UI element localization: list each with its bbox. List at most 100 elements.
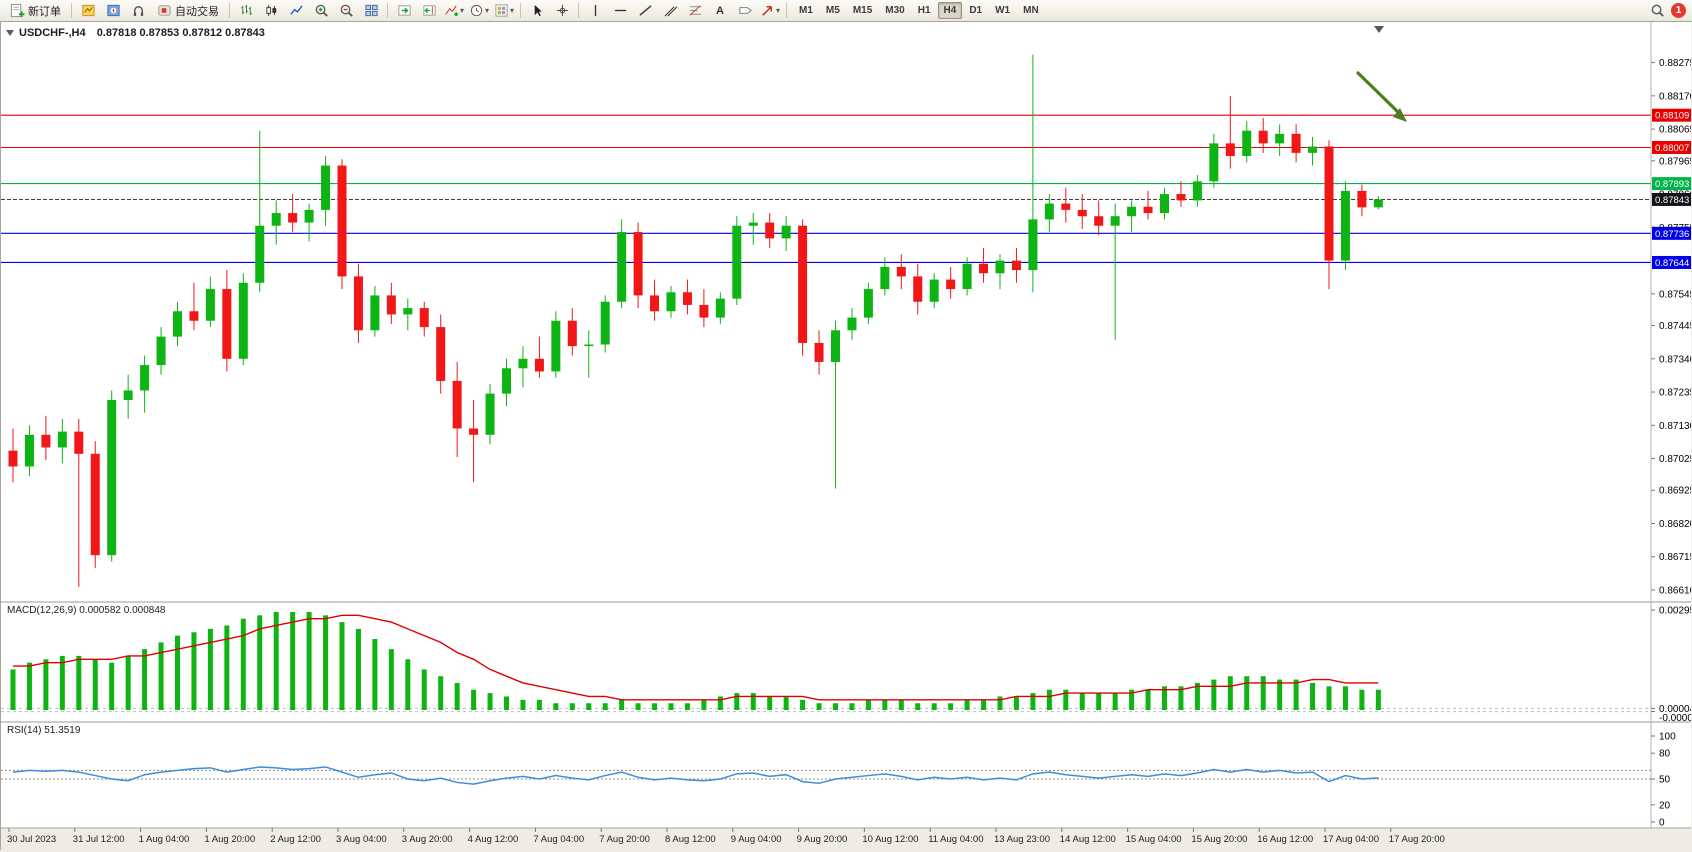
svg-text:0.87843: 0.87843 xyxy=(1655,195,1689,206)
trendline-button[interactable] xyxy=(633,0,657,21)
timeframe-D1[interactable]: D1 xyxy=(969,5,983,16)
timeframe-MN[interactable]: MN xyxy=(1023,5,1039,16)
auto-scroll-icon xyxy=(397,5,411,16)
svg-text:50: 50 xyxy=(1659,775,1671,786)
svg-text:0.87736: 0.87736 xyxy=(1655,229,1689,240)
toolbar-separator xyxy=(578,3,579,18)
svg-text:9 Aug 20:00: 9 Aug 20:00 xyxy=(797,834,848,845)
candlestick-chart-button[interactable] xyxy=(259,0,283,21)
toolbar-separator xyxy=(520,3,521,18)
line-chart-icon xyxy=(289,5,303,15)
market-watch-button[interactable] xyxy=(76,0,100,21)
timeframe-H1[interactable]: H1 xyxy=(917,5,931,16)
zoom-in-button[interactable] xyxy=(309,0,333,21)
text-tool-button[interactable]: A xyxy=(708,0,732,21)
timeframe-H4[interactable]: H4 xyxy=(937,2,963,19)
bar-chart-button[interactable] xyxy=(234,0,258,21)
svg-text:0.88065: 0.88065 xyxy=(1659,125,1691,136)
horizontal-line-icon xyxy=(614,9,626,12)
svg-text:0.87644: 0.87644 xyxy=(1655,258,1689,269)
crosshair-icon xyxy=(556,4,568,17)
toolbar-separator xyxy=(229,3,230,18)
macd-signal-line xyxy=(13,614,1379,701)
candlestick-chart-icon xyxy=(265,4,276,17)
svg-text:0.88007: 0.88007 xyxy=(1655,143,1689,154)
crosshair-button[interactable] xyxy=(550,0,574,21)
timeframe-M5[interactable]: M5 xyxy=(825,5,840,16)
time-axis[interactable]: 30 Jul 2023 31 Jul 12:00 1 Aug 04:00 1 Aug … xyxy=(7,828,1445,845)
search-icon[interactable] xyxy=(1650,3,1665,18)
toolbar-separator xyxy=(387,3,388,18)
price-line-labels: 0.88109 0.88007 0.87893 0.87736 0.87644 0.878… xyxy=(1652,108,1691,269)
templates-icon xyxy=(495,4,508,17)
svg-text:7 Aug 20:00: 7 Aug 20:00 xyxy=(599,834,650,845)
new-order-button[interactable]: 新订单 xyxy=(4,0,67,21)
market-watch-icon xyxy=(81,4,95,17)
fibonacci-button[interactable] xyxy=(683,0,707,21)
svg-text:11 Aug 04:00: 11 Aug 04:00 xyxy=(928,834,983,845)
svg-text:31 Jul 12:00: 31 Jul 12:00 xyxy=(73,834,125,845)
new-order-label: 新订单 xyxy=(28,5,61,18)
chevron-down-icon: ▾ xyxy=(484,6,489,15)
trendline-icon xyxy=(638,5,652,16)
one-click-trading-toggle[interactable] xyxy=(6,30,14,36)
vertical-line-button[interactable] xyxy=(583,0,607,21)
chevron-down-icon: ▾ xyxy=(775,6,780,15)
timeframe-W1[interactable]: W1 xyxy=(995,5,1011,16)
autotrading-icon xyxy=(158,5,171,16)
timeframe-group: M1 M5 M15 M30 H1 H4 D1 W1 MN xyxy=(793,2,1045,19)
main-toolbar: 新订单 自动交易 ▾ ▾ xyxy=(0,0,1692,22)
timeframe-M30[interactable]: M30 xyxy=(885,5,905,16)
navigator-icon xyxy=(106,4,120,17)
indicators-button[interactable]: ▾ xyxy=(442,0,466,21)
tile-windows-button[interactable] xyxy=(359,0,383,21)
shapes-button[interactable]: ▾ xyxy=(758,0,782,21)
periods-button[interactable]: ▾ xyxy=(467,0,491,21)
svg-text:0.87445: 0.87445 xyxy=(1659,321,1691,332)
cursor-icon xyxy=(534,4,542,17)
autotrading-button[interactable]: 自动交易 xyxy=(151,0,225,21)
rsi-line xyxy=(12,766,1379,785)
chart-canvas[interactable]: 0.882750.881700.880650.879650.878600.877… xyxy=(1,22,1691,850)
macd-panel: 0.002958 0.000046-0.000046 xyxy=(1,606,1691,724)
svg-text:8 Aug 12:00: 8 Aug 12:00 xyxy=(665,834,716,845)
toolbar-right: 1 xyxy=(1650,3,1688,18)
svg-text:0.88275: 0.88275 xyxy=(1659,58,1691,69)
arrow-annotation[interactable] xyxy=(1355,70,1407,122)
chart-shift-button[interactable] xyxy=(417,0,441,21)
svg-text:4 Aug 12:00: 4 Aug 12:00 xyxy=(468,834,519,845)
svg-text:16 Aug 12:00: 16 Aug 12:00 xyxy=(1257,834,1313,845)
chart-shift-marker[interactable] xyxy=(1374,26,1384,33)
auto-scroll-button[interactable] xyxy=(392,0,416,21)
svg-text:15 Aug 20:00: 15 Aug 20:00 xyxy=(1191,834,1247,845)
label-tool-button[interactable] xyxy=(733,0,757,21)
templates-button[interactable]: ▾ xyxy=(492,0,516,21)
svg-text:30 Jul 2023: 30 Jul 2023 xyxy=(7,834,56,845)
line-chart-button[interactable] xyxy=(284,0,308,21)
navigator-button[interactable] xyxy=(101,0,125,21)
sounds-button[interactable] xyxy=(126,0,150,21)
notification-badge[interactable]: 1 xyxy=(1671,3,1686,18)
cursor-button[interactable] xyxy=(525,0,549,21)
horizontal-line-button[interactable] xyxy=(608,0,632,21)
chevron-down-icon: ▾ xyxy=(459,6,464,15)
svg-text:1 Aug 04:00: 1 Aug 04:00 xyxy=(139,834,190,845)
svg-text:80: 80 xyxy=(1659,749,1671,760)
channel-button[interactable] xyxy=(658,0,682,21)
toolbar-separator xyxy=(786,3,787,18)
timeframe-M15[interactable]: M15 xyxy=(852,5,873,16)
svg-text:0: 0 xyxy=(1659,818,1665,829)
svg-text:0.88109: 0.88109 xyxy=(1655,111,1689,122)
candlesticks xyxy=(8,54,1383,587)
chevron-down-icon: ▾ xyxy=(509,6,514,15)
svg-text:17 Aug 20:00: 17 Aug 20:00 xyxy=(1389,834,1445,845)
zoom-in-icon xyxy=(315,4,328,17)
timeframe-M1[interactable]: M1 xyxy=(799,5,813,16)
chart-window: 0.882750.881700.880650.879650.878600.877… xyxy=(0,21,1691,850)
headphones-icon xyxy=(133,6,143,17)
svg-text:20: 20 xyxy=(1659,800,1671,811)
zoom-out-button[interactable] xyxy=(334,0,358,21)
